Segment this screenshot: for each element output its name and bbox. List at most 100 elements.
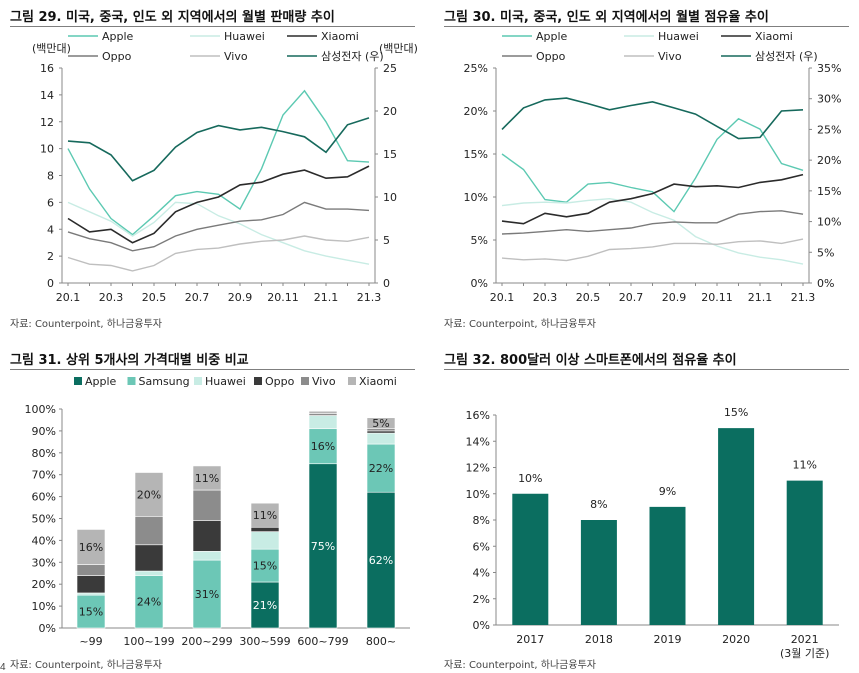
y-tick-label: 60% (32, 491, 56, 504)
series-line-apple (67, 89, 370, 236)
legend-label-apple: Apple (536, 30, 568, 43)
x-tick-label: 800~ (366, 635, 396, 648)
series-line-vivo (67, 235, 370, 272)
bar-segment-samsung (308, 428, 338, 465)
panel-premium-share: 그림 32. 800달러 이상 스마트폰에서의 점유율 추이 0% 2% 4% 6% 8… (444, 349, 849, 671)
series-line-vivo (501, 238, 804, 262)
data-label: 21% (253, 599, 277, 612)
bar-segment-huawei (250, 531, 280, 550)
data-label: 11% (195, 472, 219, 485)
x-tick-label: 20.3 (533, 291, 558, 304)
line-chart-monthly-share: 0% 5% 10% 15% 20% 25% 0% 5% 10% 15% 20% 25% 30% 35% 20… (464, 30, 842, 304)
x-tick-label: 2019 (654, 633, 682, 646)
x-tick-label: 2018 (585, 633, 613, 646)
y-tick-label-left: 5% (471, 234, 488, 247)
y-tick-label-left: 0 (47, 277, 54, 290)
y-axis-label-right: (백만대) (379, 42, 418, 55)
y-tick-label: 10% (466, 488, 490, 501)
x-tick-label: 200~299 (181, 635, 232, 648)
y-tick-label-left: 10 (40, 143, 54, 156)
legend-label-huawei: Huawei (224, 30, 265, 43)
y-tick-label: 70% (32, 469, 56, 482)
bar (649, 506, 686, 625)
data-label: 11% (792, 459, 816, 472)
bar-segment-oppo (134, 544, 164, 572)
legend-label-huawei: Huawei (205, 375, 246, 388)
data-label: 8% (590, 498, 607, 511)
legend-swatch-oppo (254, 377, 262, 385)
x-tick-label: 20.11 (267, 291, 299, 304)
y-tick-label-right: 15 (383, 148, 397, 161)
bar-segment-apple (308, 463, 338, 629)
y-tick-label: 0% (39, 622, 56, 635)
bar-segment-xiaomi (250, 502, 280, 528)
y-tick-label-left: 25% (464, 62, 488, 75)
y-tick-label-right: 25% (817, 123, 841, 136)
title-divider (10, 369, 415, 370)
legend-swatch-vivo (301, 377, 309, 385)
x-tick-label: 21.1 (314, 291, 339, 304)
legend-label-xiaomi: Xiaomi (755, 30, 793, 43)
y-tick-label-left: 20% (464, 105, 488, 118)
stacked-bar-chart-price-band: 0% 10% 20% 30% 40% 50% 60% 70% 80% 90% 100% 15% 16% ~… (25, 375, 410, 648)
bar-segment-samsung (134, 575, 164, 629)
y-tick-label: 14% (466, 435, 490, 448)
y-tick-label: 16% (466, 409, 490, 422)
legend-label-vivo: Vivo (658, 50, 682, 63)
y-tick-label-right: 35% (817, 62, 841, 75)
y-tick-label: 8% (473, 514, 490, 527)
y-tick-label-left: 10% (464, 191, 488, 204)
series-line-xiaomi (67, 165, 370, 244)
series-line-oppo (67, 201, 370, 252)
data-label: 16% (79, 541, 103, 554)
bar (580, 520, 617, 625)
bar-segment-xiaomi (308, 410, 338, 414)
title-divider (444, 26, 849, 27)
x-tick-sublabel: (3월 기준) (780, 647, 829, 660)
y-tick-label-left: 4 (47, 223, 54, 236)
legend-label-samsung: 삼성전자 (우) (755, 50, 818, 63)
y-tick-label-right: 5 (383, 234, 390, 247)
y-tick-label: 80% (32, 447, 56, 460)
title-divider (444, 369, 849, 370)
legend-label-oppo: Oppo (536, 50, 566, 63)
x-tick-label: ~99 (79, 635, 102, 648)
y-tick-label: 4% (473, 567, 490, 580)
x-tick-label: 20.11 (701, 291, 733, 304)
legend-label-vivo: Vivo (224, 50, 248, 63)
y-tick-label-right: 0% (817, 277, 834, 290)
y-tick-label-right: 20 (383, 105, 397, 118)
y-tick-label-left: 6 (47, 196, 54, 209)
legend-label-xiaomi: Xiaomi (321, 30, 359, 43)
bar (718, 428, 755, 625)
y-tick-label-right: 0 (383, 277, 390, 290)
bar-segment-vivo (192, 489, 222, 521)
legend-swatch-samsung (127, 377, 136, 385)
legend-label-huawei: Huawei (658, 30, 699, 43)
bar-segment-huawei (192, 551, 222, 561)
legend-label-apple: Apple (102, 30, 134, 43)
bar-segment-samsung (192, 559, 222, 629)
bar-segment-xiaomi (134, 472, 164, 517)
x-tick-label: 20.9 (228, 291, 253, 304)
panel-monthly-share: 그림 30. 미국, 중국, 인도 외 지역에서의 월별 점유율 추이 0% 5%… (444, 6, 849, 336)
bar-segment-apple (366, 491, 396, 629)
source-note: 자료: Counterpoint, 하나금융투자 (444, 660, 596, 671)
bar-segment-xiaomi (366, 417, 396, 430)
x-tick-label: 20.9 (662, 291, 687, 304)
panel-title: 그림 30. 미국, 중국, 인도 외 지역에서의 월별 점유율 추이 (444, 10, 769, 25)
x-tick-label: 21.3 (357, 291, 382, 304)
x-tick-label: 300~599 (239, 635, 290, 648)
bar-segment-huawei (76, 592, 106, 596)
data-label: 9% (659, 485, 676, 498)
y-tick-label-left: 2 (47, 250, 54, 263)
x-tick-label: 20.7 (619, 291, 644, 304)
x-tick-label: 20.1 (490, 291, 515, 304)
y-axis-label-left: (백만대) (32, 42, 71, 55)
y-tick-label: 40% (32, 534, 56, 547)
line-chart-monthly-sales: 0 2 4 6 8 10 12 14 16 0 5 10 15 20 25 (백만대) (백만대) 20.1 20.… (32, 30, 418, 304)
x-tick-label: 21.3 (791, 291, 816, 304)
legend-label-oppo: Oppo (265, 375, 295, 388)
bar-segment-oppo (192, 520, 222, 552)
y-tick-label: 20% (32, 578, 56, 591)
